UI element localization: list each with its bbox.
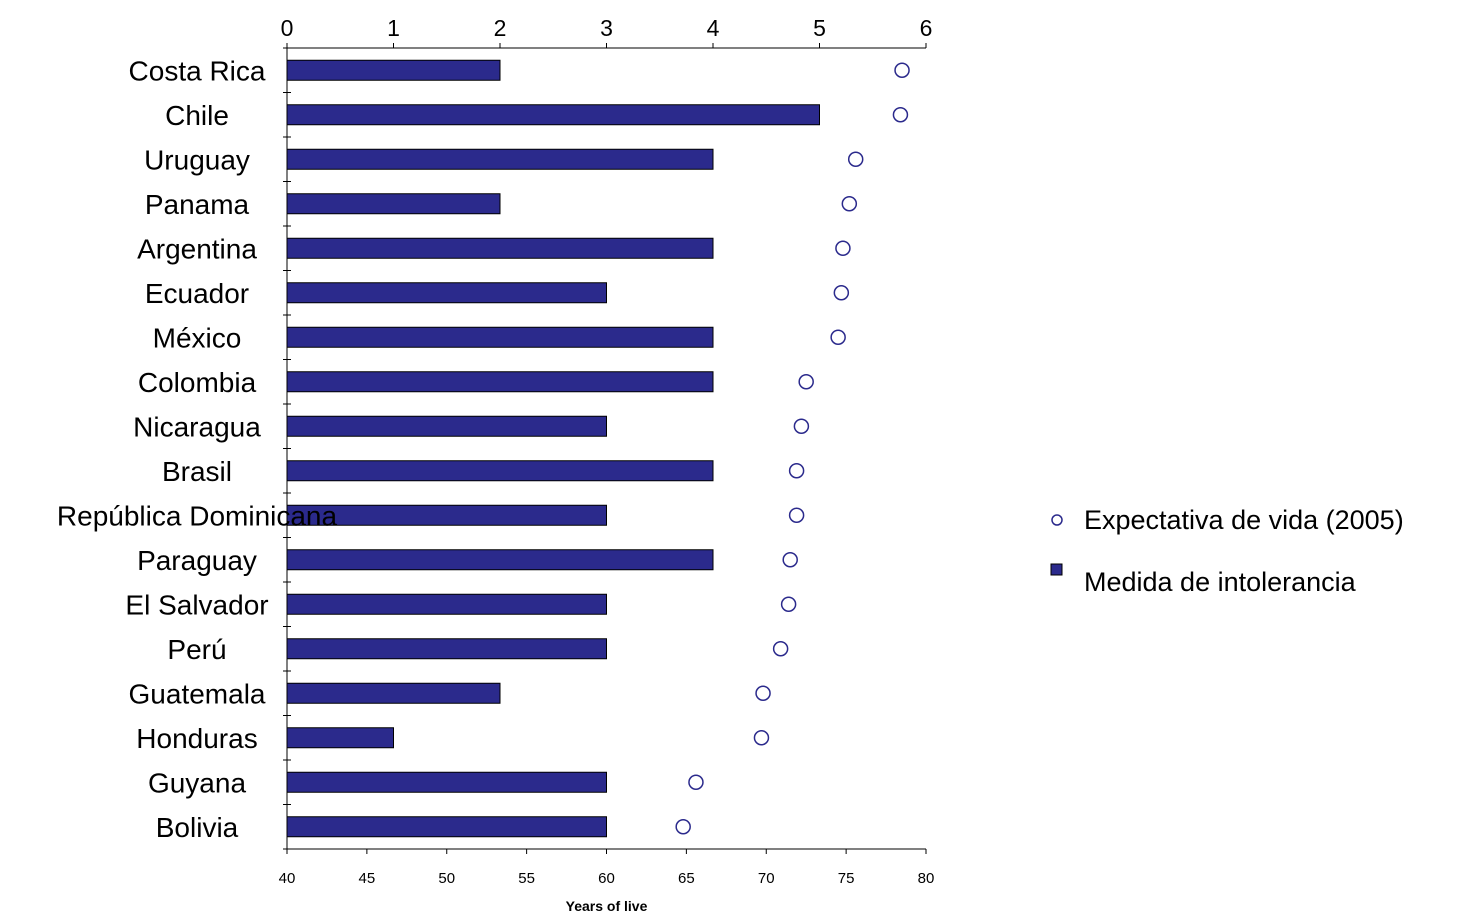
category-label: El Salvador — [125, 589, 268, 620]
top-tick-label: 5 — [813, 15, 826, 41]
bottom-tick-label: 80 — [918, 870, 935, 887]
dot-life-expectancy — [793, 418, 810, 434]
category-label: Honduras — [136, 723, 257, 754]
bar-intolerance — [286, 371, 714, 393]
top-tick-label: 6 — [920, 15, 933, 41]
bar-intolerance — [286, 415, 607, 437]
dot-life-expectancy — [782, 552, 798, 568]
top-tick-label: 2 — [494, 15, 507, 41]
category-label: Perú — [167, 634, 226, 665]
dot-life-expectancy — [830, 329, 846, 345]
dot-life-expectancy — [892, 107, 909, 123]
category-label: Bolivia — [156, 812, 239, 843]
dot-life-expectancy — [847, 151, 864, 167]
bottom-tick-label: 45 — [359, 870, 376, 887]
category-label: Guyana — [148, 767, 246, 798]
category-labels: Costa Rica Chile Uruguay Panama Argentina Ecu… — [57, 55, 338, 843]
dot-life-expectancy — [780, 596, 797, 612]
bar-intolerance — [286, 59, 501, 81]
legend-item-intolerance: Medida de intolerancia — [1084, 567, 1357, 597]
bottom-tick-label: 55 — [518, 870, 535, 887]
dot-life-expectancy — [675, 819, 691, 835]
category-label: Paraguay — [137, 545, 257, 576]
axes-layer — [283, 43, 927, 854]
bar-intolerance — [286, 237, 714, 259]
dot-life-expectancy — [833, 285, 850, 301]
bar-intolerance — [286, 816, 607, 838]
category-label: Uruguay — [144, 144, 250, 175]
dot-life-expectancy — [841, 196, 858, 212]
x-axis-title: Years of live — [566, 898, 648, 914]
bar-intolerance — [286, 771, 607, 793]
bar-intolerance — [286, 104, 820, 126]
bottom-tick-label: 65 — [678, 870, 695, 887]
dot-life-expectancy — [755, 685, 771, 701]
top-tick-label: 1 — [387, 15, 400, 41]
dot-life-expectancy — [772, 641, 789, 657]
dots-layer — [675, 62, 910, 835]
dot-life-expectancy — [798, 374, 814, 390]
bar-intolerance — [286, 638, 607, 660]
top-tick-label: 3 — [600, 15, 613, 41]
bar-intolerance — [286, 682, 501, 704]
bar-intolerance — [286, 193, 501, 215]
tick-labels: 0 1 2 3 4 5 640 45 50 55 60 65 70 75 80 — [279, 15, 935, 887]
bar-intolerance — [286, 326, 714, 348]
bars-layer — [286, 59, 820, 838]
bar-intolerance — [286, 148, 714, 170]
dot-life-expectancy — [788, 463, 805, 479]
category-label: México — [153, 322, 242, 353]
dot-life-expectancy — [835, 240, 851, 256]
bar-intolerance — [286, 460, 714, 482]
bottom-tick-label: 75 — [838, 870, 855, 887]
category-label: Panama — [145, 189, 250, 220]
legend-circle-marker — [1051, 514, 1063, 526]
category-label: Brasil — [162, 456, 232, 487]
bottom-tick-label: 40 — [279, 870, 296, 887]
category-label: Costa Rica — [129, 55, 266, 86]
category-label: República Dominicana — [57, 500, 338, 531]
bar-intolerance — [286, 593, 607, 615]
category-label: Guatemala — [129, 678, 266, 709]
bottom-tick-label: 50 — [438, 870, 455, 887]
bar-intolerance — [286, 549, 714, 571]
top-tick-label: 0 — [281, 15, 294, 41]
dot-life-expectancy — [788, 507, 805, 523]
category-label: Colombia — [138, 367, 257, 398]
bar-intolerance — [286, 282, 607, 304]
bar-intolerance — [286, 727, 394, 749]
bottom-tick-label: 60 — [598, 870, 615, 887]
category-label: Ecuador — [145, 278, 249, 309]
category-label: Nicaragua — [133, 411, 261, 442]
bottom-tick-label: 70 — [758, 870, 775, 887]
category-label: Argentina — [137, 233, 257, 264]
category-label: Chile — [165, 100, 229, 131]
legend: Expectativa de vida (2005) Medida de int… — [1050, 505, 1404, 597]
dot-life-expectancy — [688, 774, 704, 790]
top-tick-label: 4 — [707, 15, 720, 41]
dot-life-expectancy — [894, 62, 910, 78]
dot-life-expectancy — [753, 730, 770, 746]
legend-bar-marker — [1050, 563, 1063, 576]
legend-item-life-expectancy: Expectativa de vida (2005) — [1084, 505, 1404, 535]
